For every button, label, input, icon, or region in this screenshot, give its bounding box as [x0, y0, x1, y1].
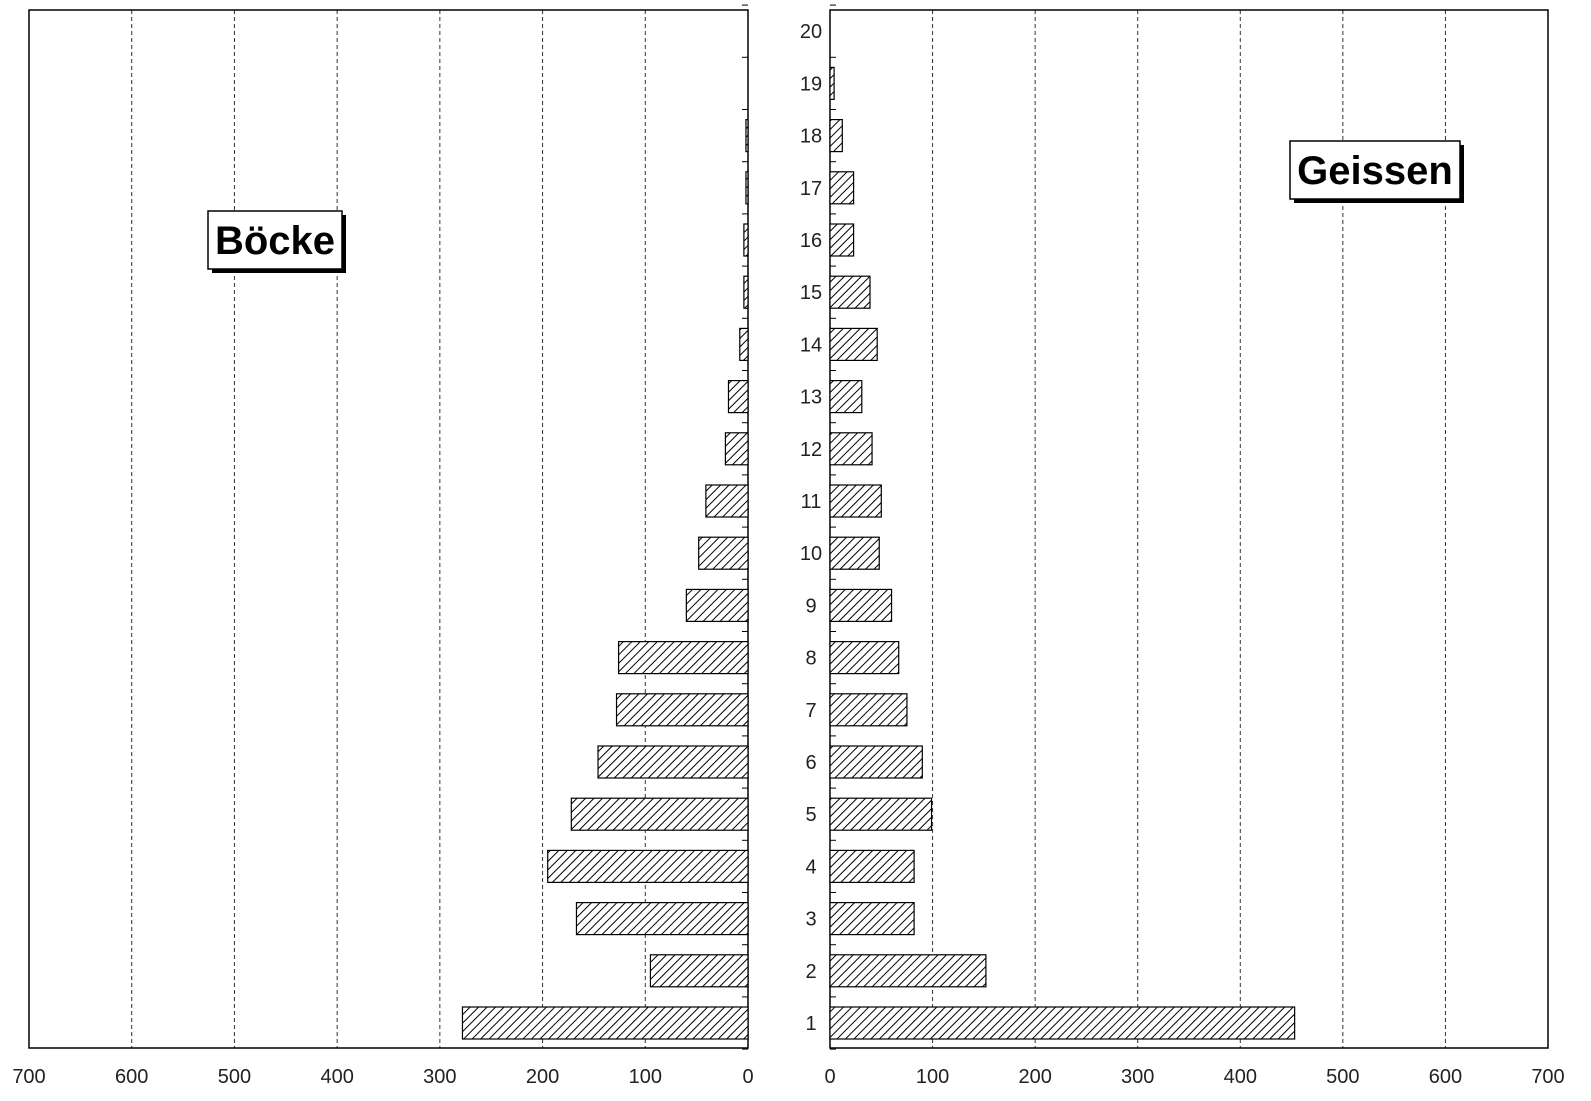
left-x-tick-label: 600: [115, 1066, 148, 1088]
left-series-name: Böcke: [215, 219, 335, 263]
right-series-name: Geissen: [1297, 149, 1453, 193]
bar-right-age-3: [829, 901, 915, 936]
left-x-tick-label: 200: [526, 1066, 559, 1088]
right-x-tick-label: 500: [1326, 1066, 1359, 1088]
bar-right-age-12: [829, 432, 873, 466]
bar-right-age-2: [829, 954, 987, 988]
age-label-12: 12: [800, 439, 822, 461]
age-label-15: 15: [800, 282, 822, 304]
bar-left-age-11: [705, 484, 749, 518]
bar-left-age-15: [743, 275, 749, 309]
bar-left-age-12: [724, 432, 749, 466]
right-x-tick-label: 100: [916, 1066, 949, 1088]
bar-left-age-7: [615, 693, 749, 727]
left-x-tick-label: 700: [12, 1066, 45, 1088]
bar-right-age-16: [829, 223, 855, 257]
bar-right-age-6: [829, 745, 923, 779]
age-label-1: 1: [805, 1013, 816, 1035]
age-label-5: 5: [805, 804, 816, 826]
bar-right-age-14: [829, 327, 878, 361]
age-label-14: 14: [800, 334, 822, 356]
bar-left-age-13: [727, 380, 749, 414]
age-label-18: 18: [800, 126, 822, 148]
bar-left-age-18: [745, 118, 749, 153]
bar-left-age-14: [739, 327, 749, 361]
left-title-box: [207, 210, 343, 270]
bar-right-age-18: [829, 118, 843, 153]
bar-right-age-7: [829, 693, 908, 727]
bar-left-age-6: [597, 745, 749, 779]
left-x-tick-label: 100: [629, 1066, 662, 1088]
left-x-tick-label: 400: [320, 1066, 353, 1088]
left-panel-boecke: 0 100 200 300 400 500 600 700 Böcke: [12, 4, 754, 1088]
right-x-tick-label: 600: [1429, 1066, 1462, 1088]
bar-left-age-10: [698, 536, 749, 570]
left-plot-frame: [28, 9, 749, 1049]
age-label-8: 8: [805, 648, 816, 670]
bar-left-age-1: [461, 1006, 749, 1040]
bar-right-age-8: [829, 640, 900, 675]
right-panel-geissen: 0 100 200 300 400 500 600 700 Geissen: [824, 4, 1565, 1088]
right-x-tick-label: 300: [1121, 1066, 1154, 1088]
age-label-2: 2: [805, 961, 816, 983]
bar-left-age-16: [743, 223, 749, 257]
bar-left-age-4: [547, 849, 749, 884]
age-label-13: 13: [800, 387, 822, 409]
bar-right-age-17: [829, 171, 855, 205]
bar-right-age-10: [829, 536, 880, 570]
right-x-tick-label: 200: [1018, 1066, 1051, 1088]
age-label-7: 7: [805, 700, 816, 722]
right-x-tick-label: 700: [1531, 1066, 1564, 1088]
age-label-9: 9: [805, 595, 816, 617]
age-label-3: 3: [805, 909, 816, 931]
bar-right-age-5: [829, 797, 933, 831]
age-label-10: 10: [800, 543, 822, 565]
bar-right-age-1: [829, 1006, 1296, 1040]
bar-left-age-8: [617, 640, 749, 675]
left-x-tick-label: 500: [218, 1066, 251, 1088]
right-title-box: [1289, 140, 1461, 200]
age-label-4: 4: [805, 856, 816, 878]
age-label-11: 11: [801, 491, 822, 513]
bar-left-age-2: [649, 954, 749, 988]
bar-left-age-3: [575, 901, 749, 936]
right-x-tick-label: 0: [824, 1066, 835, 1088]
bar-right-age-9: [829, 588, 893, 623]
bar-right-age-4: [829, 849, 915, 884]
age-label-20: 20: [800, 21, 822, 43]
bar-right-age-15: [829, 275, 871, 309]
age-label-19: 19: [800, 73, 822, 95]
age-label-6: 6: [805, 752, 816, 774]
bar-right-age-11: [829, 484, 882, 518]
bar-left-age-9: [685, 588, 749, 623]
bar-right-age-19: [829, 66, 835, 101]
right-x-tick-label: 400: [1224, 1066, 1257, 1088]
bar-left-age-17: [745, 171, 749, 205]
age-label-16: 16: [800, 230, 822, 252]
bar-left-age-5: [570, 797, 749, 831]
left-x-tick-label: 0: [742, 1066, 753, 1088]
right-plot-frame: [829, 9, 1549, 1049]
age-label-17: 17: [800, 178, 822, 200]
left-x-tick-label: 300: [423, 1066, 456, 1088]
bar-right-age-13: [829, 380, 863, 414]
